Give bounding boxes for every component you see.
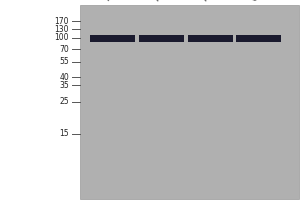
Bar <box>139 35 184 42</box>
Text: COLO: COLO <box>249 0 272 3</box>
Bar <box>90 35 135 42</box>
Text: 35: 35 <box>59 81 69 90</box>
Text: 100: 100 <box>55 33 69 43</box>
Text: K562: K562 <box>152 0 173 3</box>
Bar <box>188 35 232 42</box>
Bar <box>236 35 281 42</box>
Text: HepG2: HepG2 <box>103 0 130 3</box>
Text: 25: 25 <box>59 97 69 106</box>
Text: 70: 70 <box>59 45 69 53</box>
Text: 55: 55 <box>59 58 69 66</box>
Text: 40: 40 <box>59 72 69 82</box>
Text: He1a: He1a <box>201 0 223 3</box>
Text: 170: 170 <box>55 17 69 25</box>
Text: 130: 130 <box>55 24 69 33</box>
Bar <box>80 5 298 199</box>
Text: 15: 15 <box>59 130 69 138</box>
